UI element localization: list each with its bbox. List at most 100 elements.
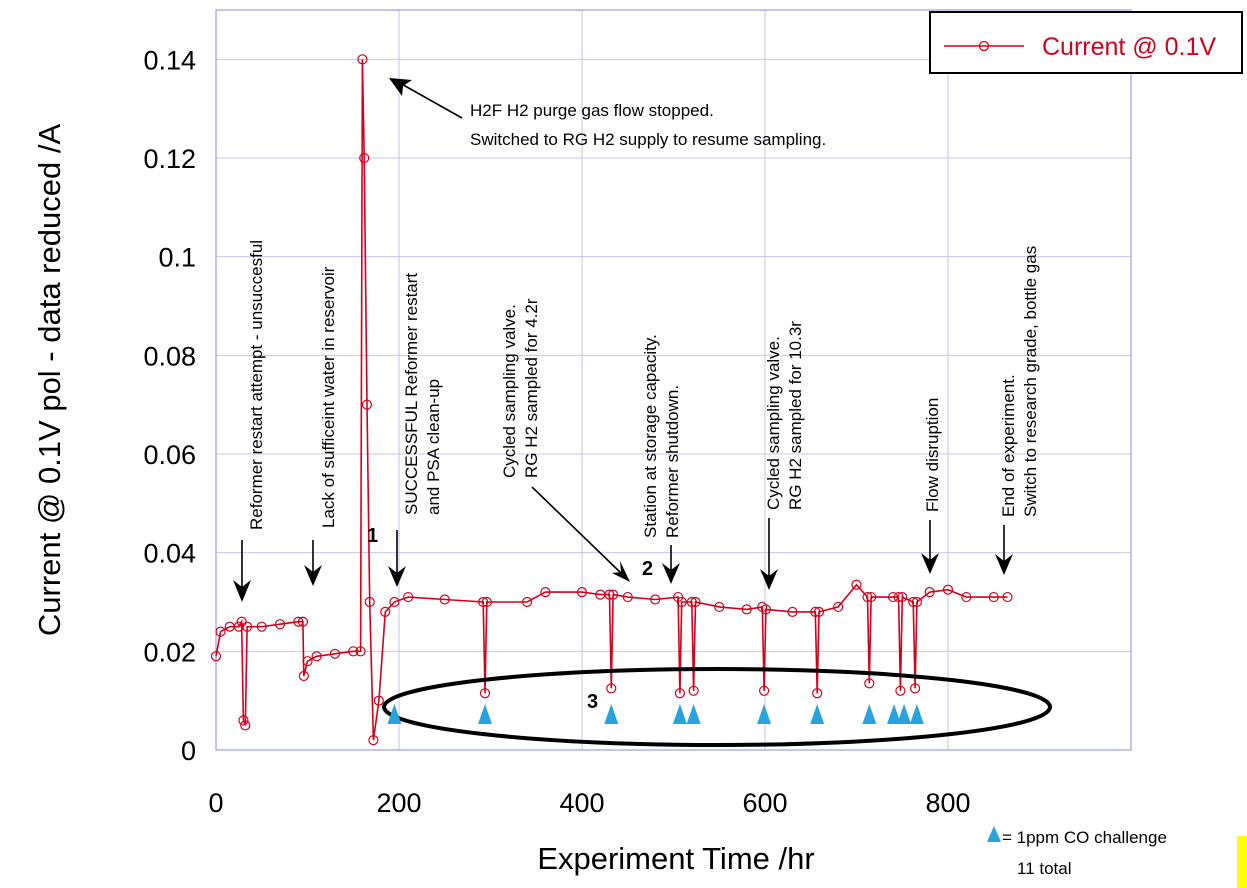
data-point-7 xyxy=(242,621,253,632)
y-tick-label-4: 0.08 xyxy=(143,341,196,371)
data-point-50 xyxy=(760,604,772,615)
region-label-3: 3 xyxy=(587,691,598,713)
data-point-47 xyxy=(741,604,752,615)
region-label-2: 2 xyxy=(642,558,653,580)
data-point-8 xyxy=(256,621,267,632)
co-note-line1: = 1ppm CO challenge xyxy=(1002,828,1167,847)
data-point-71 xyxy=(1002,591,1013,603)
series-markers xyxy=(210,54,1013,746)
data-point-18 xyxy=(357,54,368,65)
data-point-9 xyxy=(274,619,286,630)
data-point-35 xyxy=(604,589,615,600)
data-point-56 xyxy=(851,579,862,590)
legend-marker xyxy=(978,40,990,52)
x-tick-label-0: 0 xyxy=(208,788,223,818)
data-point-25 xyxy=(389,596,400,608)
data-point-0 xyxy=(210,651,222,662)
data-point-23 xyxy=(373,695,384,706)
data-point-55 xyxy=(833,601,844,613)
y-axis-ticks: 0 0.02 0.04 0.06 0.08 0.1 0.12 0.14 xyxy=(143,45,196,766)
data-point-46 xyxy=(714,601,725,613)
co-challenge-marker-8 xyxy=(887,704,902,724)
data-point-62 xyxy=(895,685,906,696)
data-point-27 xyxy=(439,594,450,605)
co-challenge-marker-3 xyxy=(672,704,687,724)
co-note-line2: 11 total xyxy=(1017,859,1072,878)
y-tick-label-2: 0.04 xyxy=(143,539,196,569)
co-challenge-marker-2 xyxy=(604,704,619,724)
data-point-57 xyxy=(862,591,873,603)
data-point-51 xyxy=(787,606,798,617)
data-point-26 xyxy=(403,591,414,603)
annotation-lack-of-water: Lack of sufficeint water in reservoir xyxy=(319,266,338,528)
region-label-1: 1 xyxy=(367,525,378,547)
grid-lines xyxy=(216,10,1131,750)
data-point-21 xyxy=(364,596,375,608)
data-point-36 xyxy=(606,683,617,694)
data-point-67 xyxy=(924,587,935,598)
data-point-52 xyxy=(810,606,821,617)
data-point-66 xyxy=(911,596,922,608)
data-point-38 xyxy=(622,591,633,603)
co-legend-triangle xyxy=(987,826,1001,842)
x-tick-label-3: 600 xyxy=(742,788,787,818)
data-point-58 xyxy=(864,678,875,689)
data-point-30 xyxy=(481,596,492,608)
data-point-14 xyxy=(311,651,322,662)
x-tick-label-1: 200 xyxy=(376,788,421,818)
annotation-purge-stopped-line1: H2F H2 purge gas flow stopped. xyxy=(470,101,714,120)
data-point-45 xyxy=(690,596,701,608)
data-point-29 xyxy=(479,688,491,699)
annotation-cycled-valve-1-line2: RG H2 sampled for 4.2r xyxy=(522,298,541,478)
annotation-end-of-experiment-line1: End of experiment. xyxy=(999,374,1018,517)
data-point-49 xyxy=(758,685,770,696)
data-point-70 xyxy=(988,591,999,603)
data-point-33 xyxy=(576,587,588,598)
data-point-41 xyxy=(674,688,686,699)
series-line xyxy=(215,59,1008,741)
y-tick-label-3: 0.06 xyxy=(143,440,196,470)
co-challenge-ellipse xyxy=(382,667,1052,747)
annotation-arrows xyxy=(241,81,1005,590)
co-challenge-marker-4 xyxy=(686,704,701,724)
data-point-24 xyxy=(380,606,391,617)
co-challenge-marker-10 xyxy=(909,704,924,724)
annotation-storage-capacity-line1: Station at storage capacity. xyxy=(641,334,660,538)
data-point-16 xyxy=(348,646,359,657)
y-axis-title: Current @ 0.1V pol - data reduced /A xyxy=(32,124,67,637)
y-tick-label-1: 0.02 xyxy=(143,637,196,667)
co-challenge-marker-0 xyxy=(387,704,402,724)
annotation-end-of-experiment-line2: Switch to research grade, bottle gas xyxy=(1021,246,1040,517)
annotation-flow-disruption: Flow disruption xyxy=(923,398,942,512)
data-point-54 xyxy=(813,606,825,617)
data-point-22 xyxy=(368,735,379,746)
plot-area xyxy=(215,9,1132,751)
data-point-10 xyxy=(293,616,304,627)
co-challenge-marker-7 xyxy=(862,704,877,724)
data-point-42 xyxy=(676,596,687,608)
data-point-19 xyxy=(359,152,370,164)
annotation-cycled-valve-2-line2: RG H2 sampled for 10.3r xyxy=(786,321,805,510)
data-point-64 xyxy=(908,596,919,608)
data-point-11 xyxy=(297,616,309,627)
data-point-13 xyxy=(302,656,313,667)
data-point-28 xyxy=(478,596,489,608)
data-point-65 xyxy=(909,683,921,694)
data-point-5 xyxy=(238,715,249,726)
data-point-1 xyxy=(215,626,226,637)
data-point-39 xyxy=(650,594,661,605)
y-tick-label-0: 0 xyxy=(181,736,196,766)
x-axis-title: Experiment Time /hr xyxy=(537,841,814,876)
data-point-37 xyxy=(608,589,619,600)
annotation-cycled-valve-2-line1: Cycled sampling valve. xyxy=(764,336,783,510)
annotation-cycled-valve-1-line1: Cycled sampling valve. xyxy=(500,304,519,478)
y-tick-label-6: 0.12 xyxy=(143,144,196,174)
legend-label: Current @ 0.1V xyxy=(1042,33,1216,61)
data-point-12 xyxy=(298,670,309,682)
annotation-successful-restart-line2: and PSA clean-up xyxy=(424,379,443,515)
annotation-arrowheads xyxy=(233,78,1013,602)
data-point-61 xyxy=(893,591,904,603)
data-point-69 xyxy=(961,591,972,603)
data-point-20 xyxy=(361,399,373,410)
